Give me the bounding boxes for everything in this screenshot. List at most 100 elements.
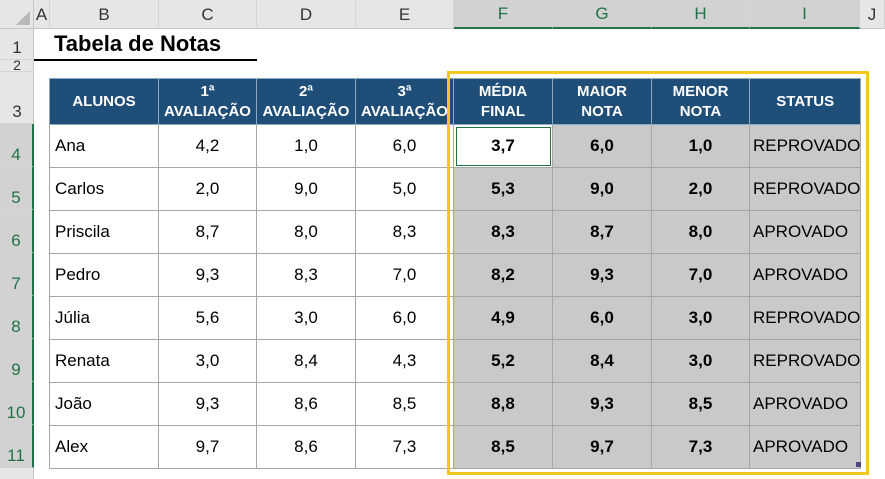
cell-menor[interactable]: 7,0 (651, 253, 750, 297)
cell-status[interactable]: REPROVADO (748, 124, 862, 168)
cell-maior[interactable]: 9,3 (552, 382, 652, 426)
sheet-title[interactable]: Tabela de Notas (54, 31, 222, 56)
cell-av2[interactable]: 8,4 (256, 339, 356, 383)
cell-maior[interactable]: 9,0 (552, 167, 652, 211)
cell-av2[interactable]: 8,6 (256, 425, 356, 469)
title-underline (34, 59, 257, 61)
cell-status[interactable]: REPROVADO (748, 296, 862, 340)
cell-av2[interactable]: 8,3 (256, 253, 356, 297)
cell-av1[interactable]: 9,7 (158, 425, 257, 469)
cell-status[interactable]: APROVADO (748, 382, 862, 426)
row-header-9[interactable]: 9 (0, 339, 34, 382)
column-header-h[interactable]: H (652, 0, 750, 29)
cell-av1[interactable]: 5,6 (158, 296, 257, 340)
cell-av3[interactable]: 6,0 (355, 124, 454, 168)
cell-av2[interactable]: 8,6 (256, 382, 356, 426)
cell-menor[interactable]: 3,0 (651, 296, 750, 340)
row-header-5[interactable]: 5 (0, 167, 34, 210)
cell-media[interactable]: 8,8 (453, 382, 553, 426)
cell-media[interactable]: 8,2 (453, 253, 553, 297)
row-header-7[interactable]: 7 (0, 253, 34, 296)
cell-av2[interactable]: 1,0 (256, 124, 356, 168)
cell-aluno[interactable]: Renata (49, 339, 159, 383)
cell-status[interactable]: REPROVADO (748, 339, 862, 383)
row-header-3[interactable]: 3 (0, 72, 34, 124)
cell-aluno[interactable]: Priscila (49, 210, 159, 254)
header-avaliacao-3[interactable]: 3ª AVALIAÇÃO (355, 78, 454, 125)
column-header-b[interactable]: B (50, 0, 159, 29)
header-media-final[interactable]: MÉDIA FINAL (453, 78, 553, 125)
cell-menor[interactable]: 8,5 (651, 382, 750, 426)
cell-av1[interactable]: 9,3 (158, 253, 257, 297)
cell-av1[interactable]: 8,7 (158, 210, 257, 254)
select-all-corner[interactable] (0, 0, 34, 29)
cell-menor[interactable]: 1,0 (651, 124, 750, 168)
column-header-g[interactable]: G (553, 0, 652, 29)
cell-maior[interactable]: 9,3 (552, 253, 652, 297)
cell-av3[interactable]: 6,0 (355, 296, 454, 340)
cell-aluno[interactable]: Júlia (49, 296, 159, 340)
cell-av2[interactable]: 3,0 (256, 296, 356, 340)
cell-status[interactable]: REPROVADO (748, 167, 862, 211)
row-header-10[interactable]: 10 (0, 382, 34, 425)
column-header-i[interactable]: I (750, 0, 860, 29)
cell-menor[interactable]: 2,0 (651, 167, 750, 211)
cell-aluno[interactable]: Carlos (49, 167, 159, 211)
table-row: Alex 9,7 8,6 7,3 8,5 9,7 7,3 APROVADO (49, 425, 862, 469)
row-header-2[interactable]: 2 (0, 57, 34, 73)
cell-aluno[interactable]: João (49, 382, 159, 426)
column-header-d[interactable]: D (257, 0, 356, 29)
cell-aluno[interactable]: Ana (49, 124, 159, 168)
cell-av3[interactable]: 8,5 (355, 382, 454, 426)
row-header-11[interactable]: 11 (0, 425, 34, 468)
header-menor-nota[interactable]: MENOR NOTA (651, 78, 750, 125)
cell-aluno[interactable]: Pedro (49, 253, 159, 297)
table-row: Ana 4,2 1,0 6,0 3,7 6,0 1,0 REPROVADO (49, 124, 862, 168)
column-header-e[interactable]: E (356, 0, 454, 29)
cell-menor[interactable]: 7,3 (651, 425, 750, 469)
cell-aluno[interactable]: Alex (49, 425, 159, 469)
cell-media-active[interactable]: 3,7 (453, 124, 553, 168)
cell-av3[interactable]: 8,3 (355, 210, 454, 254)
row-header-8[interactable]: 8 (0, 296, 34, 339)
cell-av1[interactable]: 4,2 (158, 124, 257, 168)
column-header-c[interactable]: C (159, 0, 257, 29)
cell-media[interactable]: 4,9 (453, 296, 553, 340)
cell-menor[interactable]: 8,0 (651, 210, 750, 254)
cell-av1[interactable]: 9,3 (158, 382, 257, 426)
column-header-f[interactable]: F (454, 0, 553, 29)
cell-status[interactable]: APROVADO (748, 253, 862, 297)
row-header-1[interactable]: 1 (0, 29, 34, 60)
cell-media[interactable]: 5,2 (453, 339, 553, 383)
cell-av3[interactable]: 5,0 (355, 167, 454, 211)
cell-av3[interactable]: 7,0 (355, 253, 454, 297)
cell-media[interactable]: 8,3 (453, 210, 553, 254)
cell-av3[interactable]: 7,3 (355, 425, 454, 469)
cell-status[interactable]: APROVADO (748, 425, 862, 469)
cell-av3[interactable]: 4,3 (355, 339, 454, 383)
cell-status[interactable]: APROVADO (748, 210, 862, 254)
cell-maior[interactable]: 8,4 (552, 339, 652, 383)
cell-av1[interactable]: 3,0 (158, 339, 257, 383)
cell-maior[interactable]: 6,0 (552, 124, 652, 168)
cell-maior[interactable]: 8,7 (552, 210, 652, 254)
row-header-6[interactable]: 6 (0, 210, 34, 253)
header-alunos[interactable]: ALUNOS (49, 78, 159, 125)
cell-maior[interactable]: 6,0 (552, 296, 652, 340)
cell-maior[interactable]: 9,7 (552, 425, 652, 469)
fill-handle[interactable] (856, 462, 861, 467)
header-status[interactable]: STATUS (748, 78, 862, 125)
column-header-a[interactable]: A (34, 0, 50, 29)
column-header-j[interactable]: J (860, 0, 885, 29)
cell-media[interactable]: 8,5 (453, 425, 553, 469)
cell-av2[interactable]: 9,0 (256, 167, 356, 211)
row-header-4[interactable]: 4 (0, 124, 34, 167)
table-row: João 9,3 8,6 8,5 8,8 9,3 8,5 APROVADO (49, 382, 862, 426)
cell-media[interactable]: 5,3 (453, 167, 553, 211)
header-avaliacao-1[interactable]: 1ª AVALIAÇÃO (158, 78, 257, 125)
cell-av2[interactable]: 8,0 (256, 210, 356, 254)
cell-menor[interactable]: 3,0 (651, 339, 750, 383)
header-maior-nota[interactable]: MAIOR NOTA (552, 78, 652, 125)
cell-av1[interactable]: 2,0 (158, 167, 257, 211)
header-avaliacao-2[interactable]: 2ª AVALIAÇÃO (256, 78, 356, 125)
